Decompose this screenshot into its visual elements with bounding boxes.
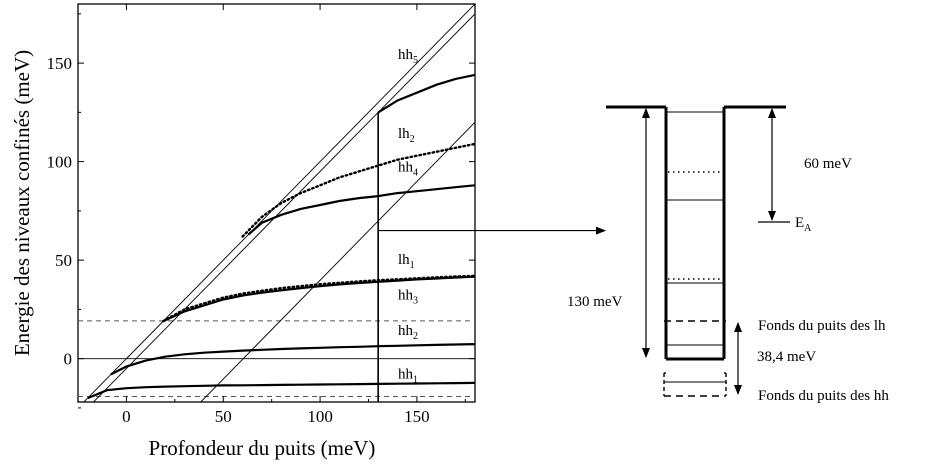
series-label-hh5: hh5 xyxy=(398,47,418,66)
label-fonds-hh: Fonds du puits des hh xyxy=(758,388,889,404)
series-group xyxy=(87,73,475,400)
y-tick-label-100: 100 xyxy=(47,153,73,172)
label-38-4-mev: 38,4 meV xyxy=(757,349,816,365)
series-line-hh2 xyxy=(110,343,475,376)
diagonal-line-1 xyxy=(200,121,475,402)
chart: 0 50 100 150 0 50 100 150 hh5 lh2 hh4 lh1 hh3 hh2 hh1… xyxy=(10,3,606,460)
x-axis-label: Profondeur du puits (meV) xyxy=(149,436,376,460)
series-label-lh2: lh2 xyxy=(398,126,415,145)
series-line-hh4 xyxy=(247,184,475,236)
series-line-hh5 xyxy=(377,73,475,114)
series-line-lh1 xyxy=(162,274,475,323)
label-ea: EA xyxy=(795,215,812,234)
series-label-hh2: hh2 xyxy=(398,323,418,342)
series-label-hh1: hh1 xyxy=(398,366,418,385)
y-tick-label-0: 0 xyxy=(64,350,73,369)
y-axis-label: Energie des niveaux confinés (meV) xyxy=(10,50,34,356)
well-diagram: 130 meV 60 meV EA 38,4 meV Fonds du puit… xyxy=(567,105,889,404)
plot-frame xyxy=(77,3,476,403)
tick-group: 0 50 100 150 0 50 100 150 xyxy=(47,4,475,426)
x-tick-label-150: 150 xyxy=(404,407,430,426)
x-tick-label-100: 100 xyxy=(307,407,333,426)
diagonal-line-2 xyxy=(92,13,475,402)
label-fonds-lh: Fonds du puits des lh xyxy=(758,318,886,334)
series-label-hh4: hh4 xyxy=(398,159,418,178)
series-label-hh3: hh3 xyxy=(398,288,418,307)
series-line-lh2 xyxy=(241,142,475,238)
label-60-mev: 60 meV xyxy=(804,156,852,172)
label-130-mev: 130 meV xyxy=(567,294,623,310)
series-label-lh1: lh1 xyxy=(398,252,415,271)
y-tick-label-150: 150 xyxy=(47,54,73,73)
y-tick-label-50: 50 xyxy=(55,251,72,270)
series-line-hh3 xyxy=(162,275,475,323)
series-line-hh1 xyxy=(87,381,475,400)
series-labels: hh5 lh2 hh4 lh1 hh3 hh2 hh1 xyxy=(398,47,418,385)
x-tick-label-0: 0 xyxy=(122,407,131,426)
x-tick-label-50: 50 xyxy=(215,407,232,426)
